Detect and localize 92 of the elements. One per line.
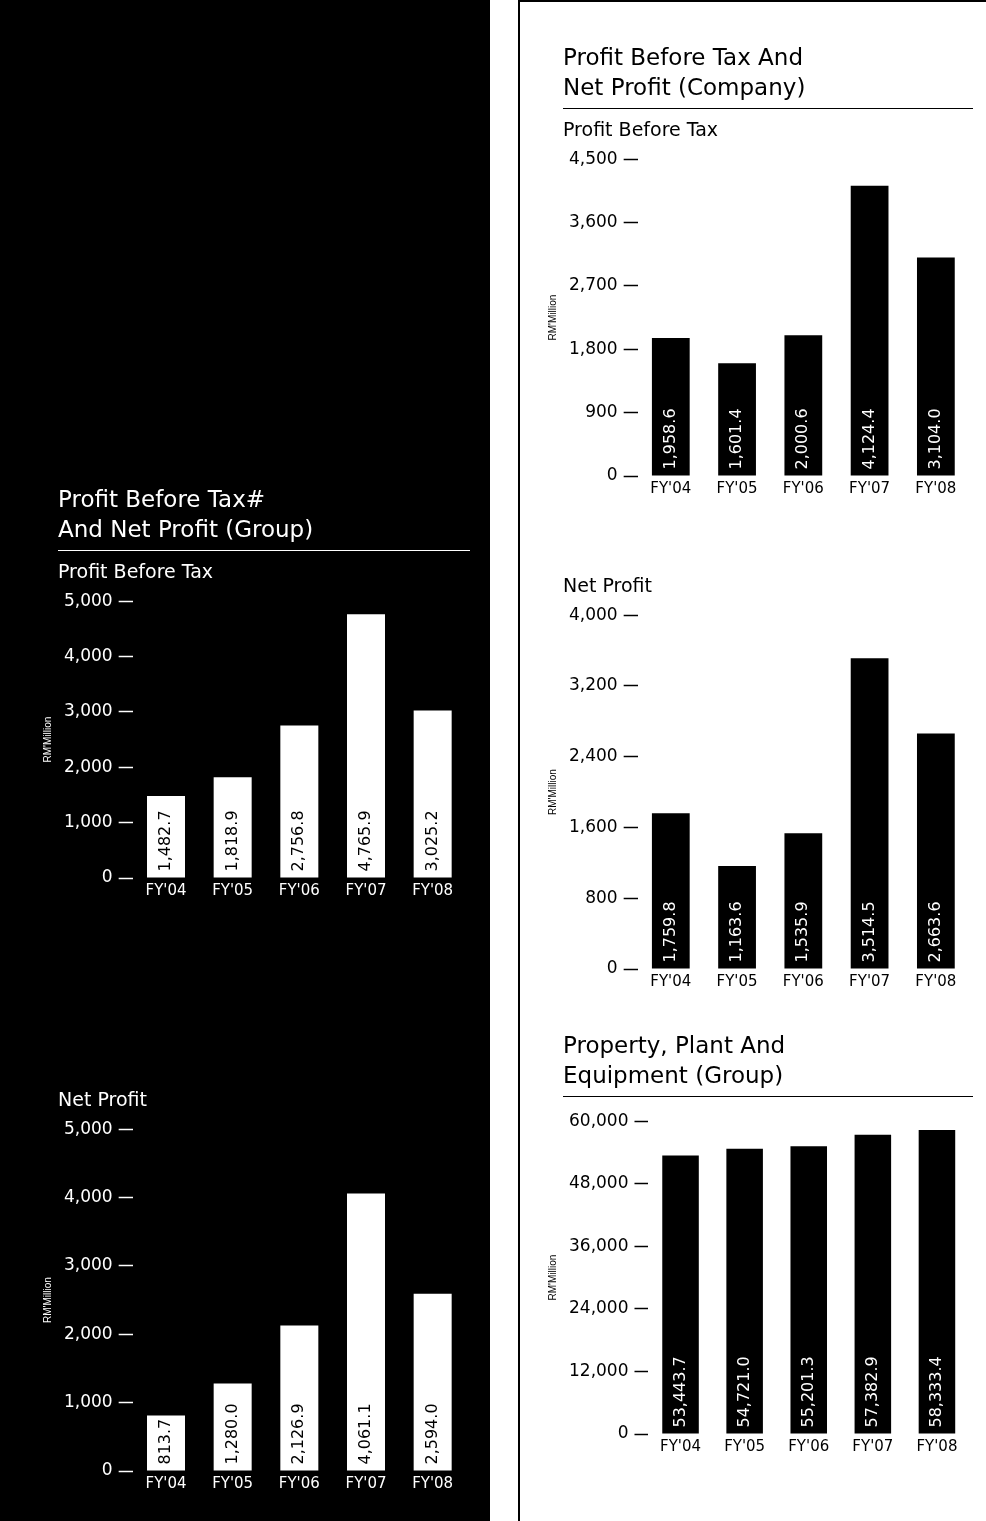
x-tick-label: FY'06 — [278, 1473, 320, 1492]
data-label: 1,759.8 — [659, 901, 679, 963]
y-tick-label: 900 — [585, 401, 618, 422]
y-tick-label: 800 — [585, 886, 618, 907]
chart-subtitle: Net Profit — [58, 1087, 148, 1111]
y-tick-label: 1,000 — [64, 1391, 113, 1412]
data-label: 57,382.9 — [862, 1356, 881, 1428]
y-axis-title: RM'Million — [41, 1277, 53, 1324]
x-tick-label: FY'07 — [849, 971, 891, 990]
x-tick-label: FY'04 — [650, 971, 692, 990]
y-tick-label: 2,700 — [569, 274, 618, 295]
y-tick-label: 1,800 — [569, 337, 618, 358]
y-tick-label: 2,000 — [64, 755, 113, 776]
x-tick-label: FY'05 — [212, 880, 254, 899]
data-label: 1,163.6 — [726, 901, 746, 963]
y-tick-label: 2,400 — [569, 745, 618, 766]
y-tick-label: 3,000 — [64, 1254, 113, 1275]
x-tick-label: FY'05 — [716, 478, 758, 497]
x-tick-label: FY'08 — [412, 880, 454, 899]
y-tick-label: 0 — [617, 1422, 629, 1443]
y-axis-title: RM'Million — [546, 1254, 558, 1301]
data-label: 813.7 — [155, 1418, 175, 1465]
chart-title: Property, Plant And Equipment (Group) — [563, 1030, 973, 1097]
chart-title: Profit Before Tax And Net Profit (Company) — [563, 42, 973, 109]
x-tick-label: FY'06 — [782, 478, 824, 497]
x-tick-label: FY'08 — [916, 1436, 958, 1455]
y-tick-label: 4,000 — [64, 1185, 113, 1206]
x-tick-label: FY'07 — [345, 880, 387, 899]
x-tick-label: FY'05 — [212, 1473, 254, 1492]
data-label: 3,025.2 — [421, 810, 441, 872]
data-label: 2,756.8 — [288, 810, 308, 872]
data-label: 3,104.0 — [925, 408, 945, 470]
y-axis-title: RM'Million — [41, 716, 53, 763]
y-tick-label: 4,000 — [569, 603, 618, 624]
y-tick-label: 0 — [606, 957, 618, 978]
y-tick-label: 48,000 — [569, 1172, 629, 1193]
x-tick-label: FY'04 — [650, 478, 692, 497]
y-tick-label: 3,600 — [569, 210, 618, 231]
data-label: 53,443.7 — [669, 1356, 689, 1428]
x-tick-label: FY'06 — [788, 1436, 830, 1455]
x-tick-label: FY'08 — [412, 1473, 454, 1492]
y-tick-label: 12,000 — [569, 1359, 629, 1380]
x-tick-label: FY'04 — [145, 1473, 187, 1492]
chart-title: Profit Before Tax# And Net Profit (Group) — [58, 484, 470, 551]
data-label: 2,594.0 — [421, 1403, 441, 1465]
x-tick-label: FY'05 — [724, 1436, 766, 1455]
y-tick-label: 4,500 — [569, 147, 618, 168]
y-tick-label: 5,000 — [64, 1117, 113, 1138]
x-tick-label: FY'08 — [915, 478, 957, 497]
data-label: 58,333.4 — [926, 1356, 946, 1428]
y-tick-label: 4,000 — [64, 644, 113, 665]
data-label: 3,514.5 — [858, 901, 878, 963]
y-axis-title: RM'Million — [546, 294, 558, 341]
y-tick-label: 1,000 — [64, 811, 113, 832]
data-label: 54,721.0 — [733, 1356, 753, 1428]
data-label: 1,535.9 — [792, 901, 812, 963]
y-tick-label: 0 — [101, 866, 113, 887]
data-label: 1,482.7 — [155, 810, 175, 872]
data-label: 2,663.6 — [925, 901, 945, 963]
y-tick-label: 3,200 — [569, 674, 618, 695]
x-tick-label: FY'08 — [915, 971, 957, 990]
x-tick-label: FY'06 — [782, 971, 824, 990]
x-tick-label: FY'07 — [852, 1436, 894, 1455]
y-tick-label: 3,000 — [64, 700, 113, 721]
data-label: 1,818.9 — [221, 810, 241, 872]
x-tick-label: FY'07 — [345, 1473, 387, 1492]
data-label: 1,601.4 — [726, 408, 746, 470]
data-label: 2,126.9 — [288, 1403, 308, 1465]
y-tick-label: 0 — [101, 1459, 113, 1480]
y-tick-label: 24,000 — [569, 1297, 629, 1318]
data-label: 2,000.6 — [792, 408, 812, 470]
data-label: 1,280.0 — [221, 1403, 241, 1465]
data-label: 55,201.3 — [797, 1356, 817, 1428]
data-label: 4,124.4 — [858, 408, 878, 470]
data-label: 4,061.1 — [355, 1403, 375, 1465]
chart-subtitle: Profit Before Tax — [58, 559, 215, 583]
y-tick-label: 5,000 — [64, 589, 113, 610]
y-tick-label: 36,000 — [569, 1234, 629, 1255]
x-tick-label: FY'05 — [716, 971, 758, 990]
chart-subtitle: Net Profit — [563, 573, 653, 597]
y-tick-label: 1,600 — [569, 815, 618, 836]
y-tick-label: 0 — [606, 464, 618, 485]
chart-subtitle: Profit Before Tax — [563, 117, 720, 141]
y-tick-label: 2,000 — [64, 1322, 113, 1343]
data-label: 1,958.6 — [659, 408, 679, 470]
y-axis-title: RM'Million — [546, 769, 558, 816]
data-label: 4,765.9 — [355, 810, 375, 872]
x-tick-label: FY'06 — [278, 880, 320, 899]
x-tick-label: FY'04 — [660, 1436, 702, 1455]
y-tick-label: 60,000 — [569, 1109, 629, 1130]
x-tick-label: FY'04 — [145, 880, 187, 899]
x-tick-label: FY'07 — [849, 478, 891, 497]
